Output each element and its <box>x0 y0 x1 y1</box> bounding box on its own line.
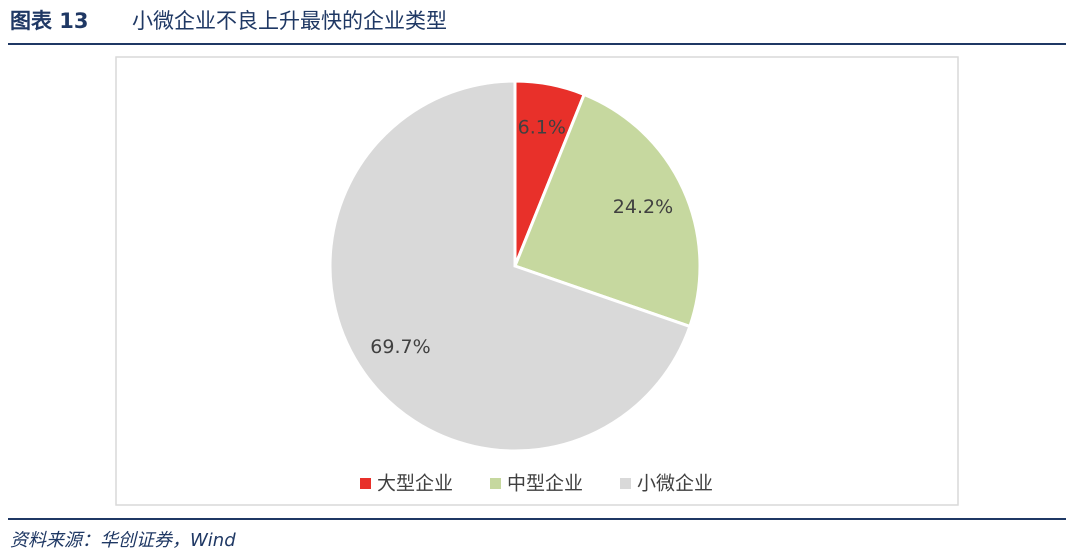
pie-slice <box>513 92 702 329</box>
legend-label: 中型企业 <box>507 473 583 495</box>
legend-swatch <box>490 478 501 489</box>
data-label: 69.7% <box>370 336 430 358</box>
chart-title: 小微企业不良上升最快的企业类型 <box>132 9 447 33</box>
legend-swatch <box>620 478 631 489</box>
data-label: 24.2% <box>613 196 673 218</box>
legend-label: 大型企业 <box>377 473 453 495</box>
pie-slice <box>328 79 692 453</box>
source-note: 资料来源：华创证券，Wind <box>10 530 236 551</box>
data-label: 6.1% <box>518 116 566 138</box>
legend-swatch <box>360 478 371 489</box>
legend-label: 小微企业 <box>637 473 713 495</box>
figure-label: 图表 13 <box>10 9 89 33</box>
